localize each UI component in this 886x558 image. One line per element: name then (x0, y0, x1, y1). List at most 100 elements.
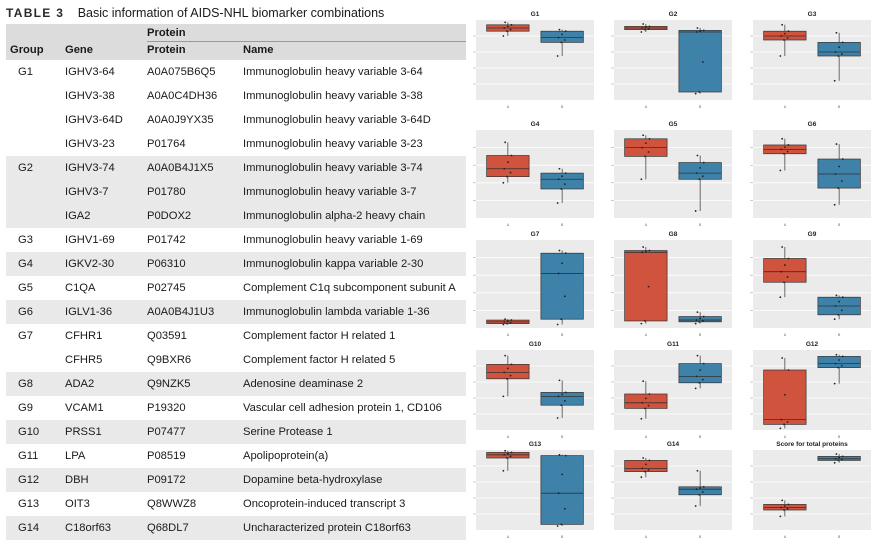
group-cell: G3 (18, 234, 33, 246)
table-row: G10 PRSS1 P07477 Serine Protease 1 (6, 420, 466, 444)
x-tick-label: A (784, 105, 787, 109)
table-row: G14 C18orf63 Q68DL7 Uncharacterized protein… (6, 516, 466, 540)
name-cell: Immunoglobulin heavy variable 3-64 (243, 66, 423, 78)
data-point (837, 313, 840, 316)
protein-cell: A0A0B4J1U3 (147, 306, 215, 318)
data-point (833, 203, 836, 206)
data-point (506, 377, 508, 380)
data-point (696, 354, 699, 357)
group-cell: G1 (18, 66, 33, 78)
data-point (641, 401, 644, 404)
data-point (787, 369, 790, 371)
data-point (644, 407, 646, 410)
data-point (834, 457, 837, 460)
data-point (560, 404, 563, 407)
name-cell: Dopamine beta-hydroxylase (243, 474, 383, 486)
gene-cell: LPA (65, 450, 86, 462)
data-point (647, 285, 650, 288)
x-tick-label: A (645, 535, 648, 539)
panel-title: G8 (669, 231, 678, 238)
data-point (695, 172, 698, 175)
protein-cell: A0A0J9YX35 (147, 114, 214, 126)
panel-title: G13 (529, 441, 542, 448)
data-point (696, 27, 699, 29)
data-point (503, 453, 506, 456)
data-point (558, 28, 561, 31)
panel-title: G6 (808, 121, 817, 128)
data-point (701, 491, 704, 493)
data-point (641, 467, 644, 470)
data-point (787, 144, 790, 146)
box-B (817, 158, 861, 189)
data-point (698, 178, 701, 181)
data-point (647, 404, 650, 407)
protein-cell: P01742 (147, 234, 186, 246)
data-point (781, 23, 784, 26)
table-body: G1 IGHV3-64 A0A075B6Q5 Immunoglobulin heavy… (6, 60, 466, 540)
data-point (834, 362, 837, 365)
data-point (701, 320, 704, 322)
protein-cell: P09172 (147, 474, 186, 486)
table-row: G1 IGHV3-64 A0A075B6Q5 Immunoglobulin heavy… (6, 60, 466, 84)
group-cell: G14 (18, 522, 40, 534)
table-row: G12 DBH P09172 Dopamine beta-hydroxylase (6, 468, 466, 492)
data-point (841, 41, 844, 44)
x-tick-label: B (838, 333, 841, 337)
data-point (702, 315, 705, 318)
data-point (835, 353, 838, 356)
panel-title: G9 (808, 231, 817, 238)
gene-header: Gene (65, 44, 93, 56)
data-point (506, 161, 509, 164)
box-A (624, 393, 668, 409)
panel-title: G3 (808, 11, 817, 18)
name-cell: Uncharacterized protein C18orf63 (243, 522, 411, 534)
x-tick-label: B (699, 435, 702, 439)
protein-cell: P02745 (147, 282, 186, 294)
boxplot-panel: G13 A B (473, 441, 594, 539)
data-point (786, 507, 789, 510)
data-point (695, 319, 698, 321)
data-point (647, 469, 650, 471)
data-point (694, 210, 697, 212)
data-point (510, 23, 513, 26)
box-B (678, 363, 722, 384)
x-tick-label: B (838, 535, 841, 539)
data-point (644, 463, 647, 466)
data-point (783, 264, 786, 266)
box-B (678, 162, 722, 180)
data-point (642, 457, 645, 459)
boxplot-panel: G12 A B (750, 341, 871, 439)
name-cell: Immunoglobulin kappa variable 2-30 (243, 258, 424, 270)
boxplot-panel: G9 A B (750, 231, 871, 337)
data-point (840, 53, 843, 55)
protein-cell: P01764 (147, 138, 186, 150)
data-point (840, 364, 843, 367)
gene-cell: IGKV2-30 (65, 258, 115, 270)
data-point (557, 492, 560, 495)
data-point (702, 161, 705, 164)
table-row: IGHV3-38 A0A0C4DH36 Immunoglobulin heavy v… (6, 84, 466, 108)
data-point (702, 485, 705, 488)
data-point (702, 362, 705, 365)
gene-cell: C1QA (65, 282, 96, 294)
data-point (563, 183, 566, 186)
data-point (506, 320, 509, 322)
gene-cell: C18orf63 (65, 522, 112, 534)
data-point (786, 276, 789, 278)
data-point (783, 152, 785, 155)
data-point (564, 172, 567, 175)
panel-background (614, 350, 732, 430)
data-point (644, 28, 646, 31)
group-cell: G7 (18, 330, 33, 342)
data-point (702, 29, 705, 32)
data-point (833, 318, 836, 321)
data-point (640, 31, 643, 33)
data-point (558, 379, 561, 382)
data-point (783, 393, 786, 396)
data-point (695, 375, 698, 378)
data-point (780, 418, 783, 421)
table-row: IGA2 P0DOX2 Immunoglobulin alpha-2 heavy c… (6, 204, 466, 228)
data-point (640, 178, 643, 181)
box-A (763, 258, 807, 283)
data-point (506, 25, 509, 28)
